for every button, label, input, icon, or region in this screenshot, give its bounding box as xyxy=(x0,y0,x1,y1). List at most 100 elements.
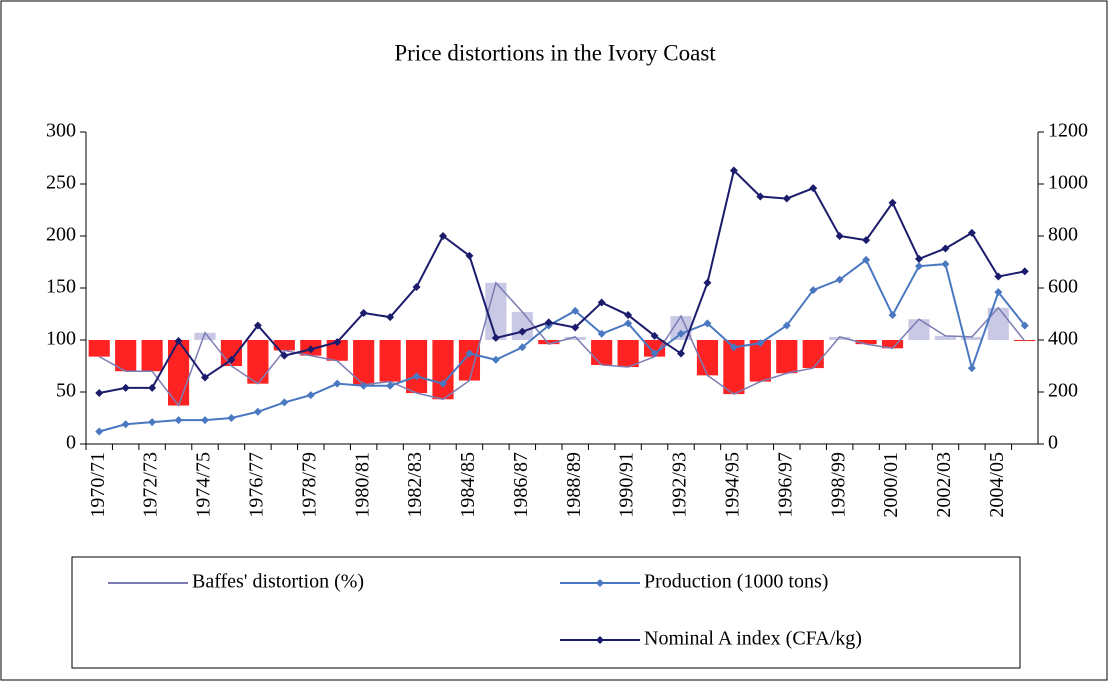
point xyxy=(306,345,315,354)
point xyxy=(703,278,712,287)
x-tick-label: 1972/73 xyxy=(140,452,162,518)
bar xyxy=(115,340,137,372)
point xyxy=(253,407,262,416)
y-tick-label: 50 xyxy=(56,380,76,402)
x-tick-label: 1998/99 xyxy=(827,452,849,518)
point xyxy=(465,349,474,358)
point xyxy=(518,327,527,336)
point xyxy=(597,329,606,338)
point xyxy=(333,379,342,388)
point xyxy=(941,244,950,253)
point xyxy=(227,355,236,364)
x-tick-label: 1996/97 xyxy=(774,452,796,518)
point xyxy=(412,372,421,381)
point xyxy=(174,337,183,346)
point xyxy=(306,391,315,400)
point xyxy=(491,355,500,364)
bar xyxy=(696,340,719,376)
bar xyxy=(829,336,851,340)
x-tick-label: 1974/75 xyxy=(193,452,215,518)
bar xyxy=(538,340,560,345)
bar xyxy=(432,340,454,400)
point xyxy=(280,398,289,407)
point xyxy=(782,321,791,330)
point xyxy=(862,255,871,264)
x-tick-label: 1986/87 xyxy=(510,452,532,518)
point xyxy=(1020,267,1029,276)
point xyxy=(624,311,633,320)
point xyxy=(967,364,976,373)
y2-tick-label: 800 xyxy=(1048,224,1078,246)
bar xyxy=(326,340,348,361)
point xyxy=(359,381,368,390)
y-tick-label: 100 xyxy=(46,328,76,350)
bar xyxy=(934,335,957,340)
point xyxy=(915,262,923,271)
series-line xyxy=(98,258,1026,433)
bar xyxy=(908,319,930,340)
point xyxy=(201,416,209,425)
point xyxy=(729,166,738,175)
y-tick-label: 250 xyxy=(46,172,76,194)
y-tick-label: 300 xyxy=(46,120,76,142)
bar xyxy=(273,340,295,351)
point xyxy=(518,343,527,352)
point xyxy=(148,418,157,427)
x-tick-label: 1992/93 xyxy=(669,452,691,518)
point xyxy=(491,333,500,342)
point xyxy=(386,313,395,322)
point xyxy=(888,198,897,207)
point xyxy=(650,331,659,340)
point xyxy=(862,236,871,245)
series-line xyxy=(99,168,1025,395)
point xyxy=(782,194,791,203)
point xyxy=(677,329,685,338)
x-tick-label: 2002/03 xyxy=(933,452,955,518)
point xyxy=(703,319,712,328)
y-tick-label: 200 xyxy=(46,224,76,246)
point xyxy=(386,381,395,390)
y2-tick-label: 0 xyxy=(1048,432,1058,454)
x-tick-label: 1988/89 xyxy=(563,452,585,518)
point xyxy=(888,311,897,320)
y2-tick-label: 600 xyxy=(1048,276,1078,298)
point xyxy=(95,389,104,398)
point xyxy=(994,288,1003,297)
y-tick-label: 150 xyxy=(46,276,76,298)
y2-tick-label: 1200 xyxy=(1048,120,1088,142)
bar xyxy=(141,340,163,372)
bar xyxy=(643,340,666,357)
point xyxy=(624,319,633,328)
point xyxy=(95,427,104,436)
x-tick-label: 1976/77 xyxy=(245,452,267,518)
y2-tick-label: 200 xyxy=(1048,380,1078,402)
point xyxy=(809,286,818,295)
point xyxy=(333,338,342,347)
point xyxy=(121,420,130,429)
point xyxy=(650,349,659,358)
point xyxy=(439,232,447,240)
bar xyxy=(379,340,401,382)
point xyxy=(756,339,765,348)
legend-marker xyxy=(596,579,604,587)
bar xyxy=(670,316,692,340)
point xyxy=(227,414,236,422)
point xyxy=(571,323,580,332)
point xyxy=(994,272,1003,281)
bar xyxy=(749,340,771,382)
legend-label: Production (1000 tons) xyxy=(644,571,828,593)
x-tick-label: 1980/81 xyxy=(351,452,373,518)
bar xyxy=(987,307,1009,340)
bar xyxy=(247,340,269,384)
y-tick-label: 0 xyxy=(66,432,76,454)
bar xyxy=(591,340,613,365)
bar xyxy=(881,340,904,349)
bar xyxy=(353,340,375,385)
bar xyxy=(723,340,745,395)
series-line xyxy=(98,281,1026,408)
point xyxy=(835,232,844,240)
x-tick-label: 2004/05 xyxy=(986,452,1008,518)
legend-marker xyxy=(596,636,604,644)
bar xyxy=(564,336,586,340)
